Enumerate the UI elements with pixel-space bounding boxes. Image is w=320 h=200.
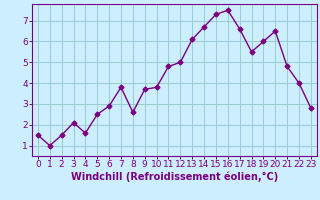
X-axis label: Windchill (Refroidissement éolien,°C): Windchill (Refroidissement éolien,°C) bbox=[71, 172, 278, 182]
